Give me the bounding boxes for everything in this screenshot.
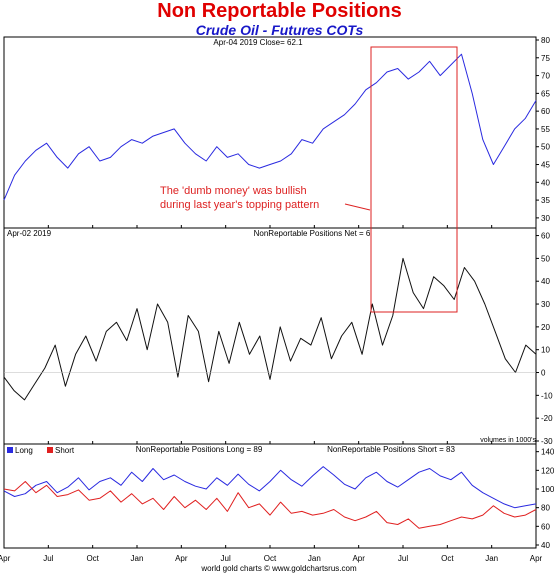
x-tick-label: Apr [530, 554, 543, 563]
y-tick-label: 40 [541, 541, 550, 550]
x-tick-label: Jul [43, 554, 53, 563]
annotation-line-1: The 'dumb money' was bullish [160, 185, 307, 197]
y-tick-label: 50 [541, 143, 550, 152]
y-tick-label: 75 [541, 54, 550, 63]
legend-short-label: Short [55, 446, 75, 455]
y-tick-label: 40 [541, 178, 550, 187]
net-header: NonReportable Positions Net = 6 [254, 229, 371, 238]
topping-highlight-box [370, 46, 458, 313]
y-tick-label: 140 [541, 448, 555, 457]
y-tick-label: 120 [541, 466, 555, 475]
y-tick-label: 60 [541, 232, 550, 241]
annotation-line-2: during last year's topping pattern [160, 199, 319, 211]
y-tick-label: 60 [541, 107, 550, 116]
y-tick-label: 80 [541, 36, 550, 45]
y-tick-label: 40 [541, 277, 550, 286]
y-tick-label: 20 [541, 323, 550, 332]
net-date-label: Apr-02 2019 [7, 229, 52, 238]
price-header: Apr-04 2019 Close= 62.1 [213, 38, 303, 47]
legend-short-swatch [47, 447, 53, 453]
x-tick-label: Apr [0, 554, 11, 563]
y-tick-label: -10 [541, 391, 553, 400]
series-line-2-1 [3, 481, 537, 529]
panel-frame-2 [3, 443, 537, 549]
x-tick-label: Apr [175, 554, 188, 563]
y-tick-label: 10 [541, 346, 550, 355]
y-tick-label: 60 [541, 522, 550, 531]
y-tick-label: 70 [541, 72, 550, 81]
x-tick-label: Oct [86, 554, 99, 563]
y-tick-label: 65 [541, 89, 550, 98]
y-tick-label: 50 [541, 254, 550, 263]
short-header: NonReportable Positions Short = 83 [327, 445, 455, 454]
x-tick-label: Oct [264, 554, 277, 563]
y-tick-label: 100 [541, 485, 555, 494]
annotation-arrow [344, 203, 371, 211]
series-line-0-0 [3, 53, 537, 201]
x-tick-label: Apr [352, 554, 365, 563]
x-tick-label: Oct [441, 554, 454, 563]
volume-note: volumes in 1000's [480, 437, 536, 444]
y-tick-label: 55 [541, 125, 550, 134]
y-tick-label: 30 [541, 214, 550, 223]
y-tick-label: -30 [541, 437, 553, 446]
y-tick-label: 35 [541, 196, 550, 205]
footer-credit: world gold charts © www.goldchartsrus.co… [200, 564, 357, 573]
x-tick-label: Jan [308, 554, 321, 563]
legend-long-swatch [7, 447, 13, 453]
series-line-2-0 [3, 466, 537, 509]
long-header: NonReportable Positions Long = 89 [136, 445, 263, 454]
y-tick-label: 0 [541, 369, 546, 378]
chart-title: Non Reportable Positions [157, 0, 402, 22]
y-tick-label: 80 [541, 504, 550, 513]
y-tick-label: 45 [541, 161, 550, 170]
x-tick-label: Jul [398, 554, 408, 563]
header-labels: Apr-04 2019 Close= 62.1 Apr-02 2019 NonR… [7, 38, 536, 573]
chart-subtitle: Crude Oil - Futures COTs [195, 22, 364, 38]
x-tick-label: Jul [221, 554, 231, 563]
y-tick-label: -20 [541, 414, 553, 423]
series-layer [3, 53, 537, 529]
x-tick-label: Jan [485, 554, 498, 563]
panel-frame-1 [3, 227, 537, 445]
series-line-1-0 [3, 257, 537, 401]
axis-layer: Apr Jul Oct Jan Apr Jul Oct Jan Apr Jul Oct Jan Apr 3… [0, 36, 555, 563]
y-tick-label: 30 [541, 300, 550, 309]
x-tick-label: Jan [131, 554, 144, 563]
legend-long-label: Long [15, 446, 33, 455]
